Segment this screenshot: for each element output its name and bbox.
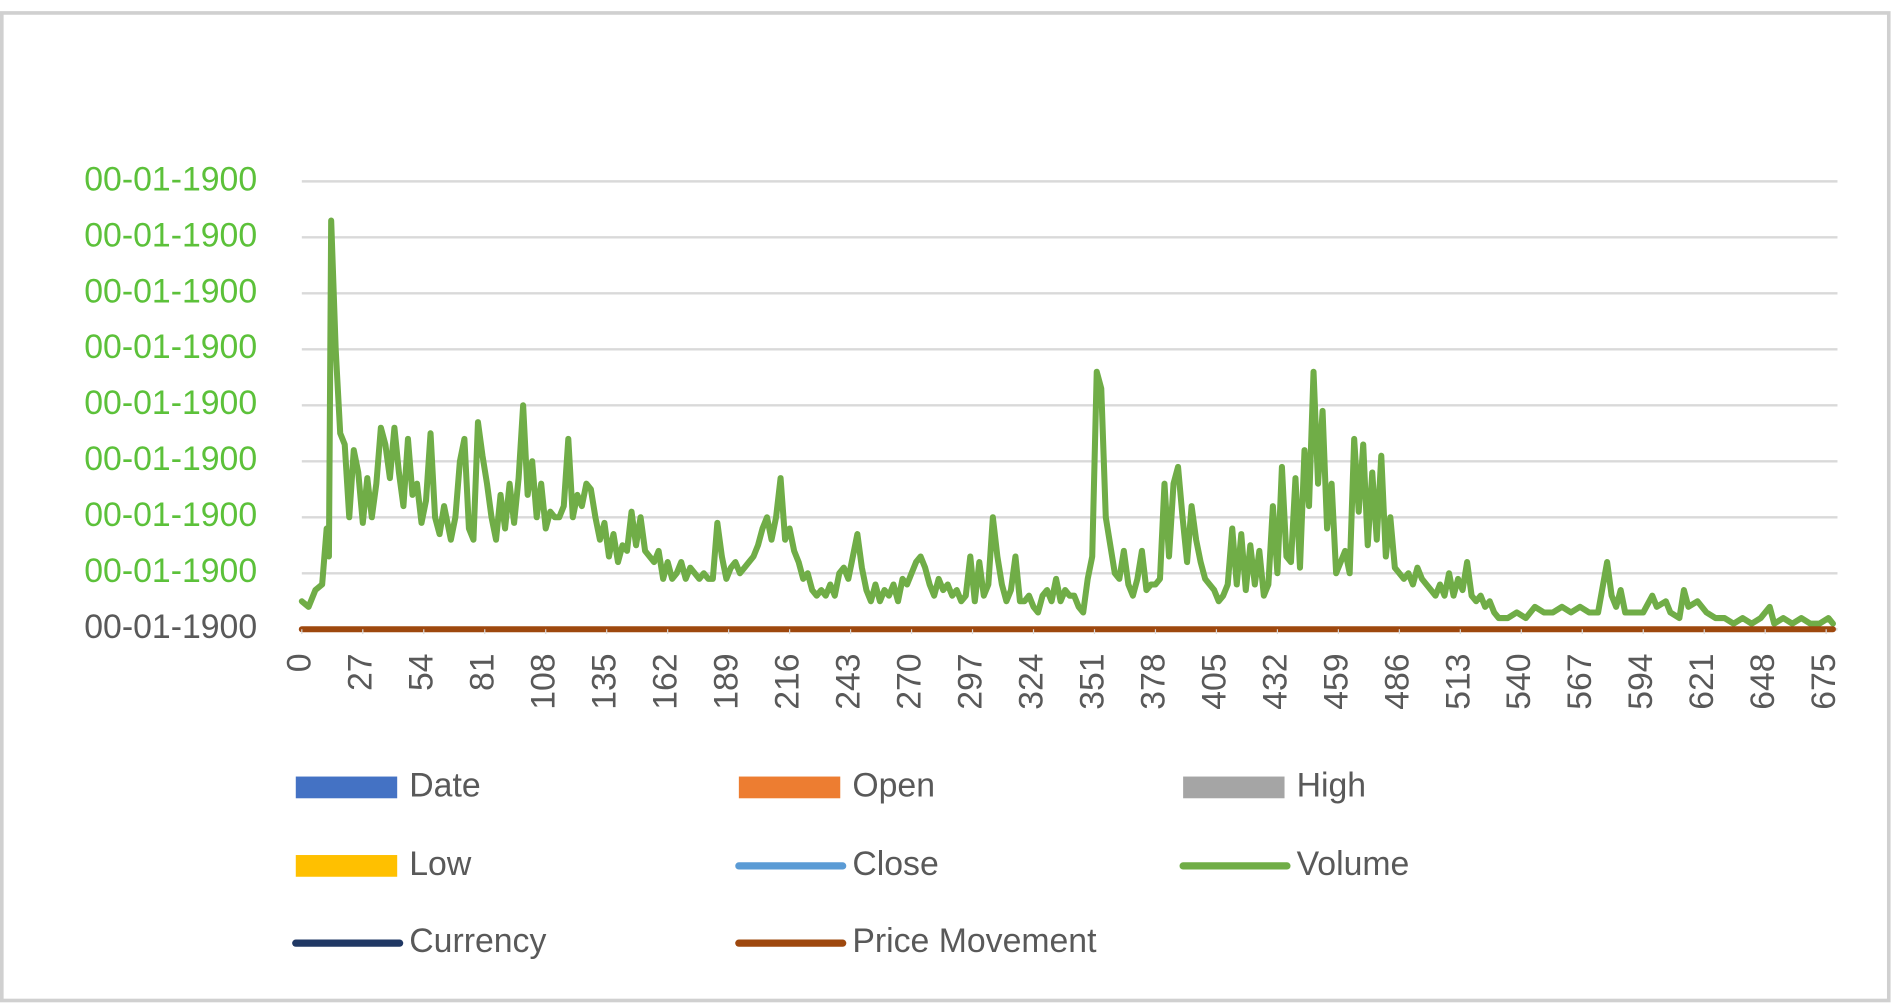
legend-label: High — [1297, 766, 1367, 804]
legend-label: Close — [852, 845, 938, 883]
series-line — [298, 217, 1836, 627]
legend-swatch — [295, 776, 398, 799]
x-tick-label: 297 — [951, 653, 989, 709]
x-tick-label: 648 — [1744, 653, 1782, 709]
x-tick-label: 27 — [342, 653, 380, 691]
y-tick-label: 00-01-1900 — [84, 160, 257, 198]
x-tick-label: 135 — [586, 653, 624, 709]
x-tick-label: 54 — [403, 653, 441, 691]
legend-swatch — [738, 776, 841, 799]
x-tick-label: 216 — [769, 653, 807, 709]
legend-label: Price Movement — [852, 922, 1097, 960]
x-tick-label: 351 — [1073, 653, 1111, 709]
y-tick-label: 00-01-1900 — [84, 216, 257, 254]
x-tick-label: 324 — [1012, 653, 1050, 709]
y-tick-label: 00-01-1900 — [84, 272, 257, 310]
x-tick-label: 621 — [1683, 653, 1721, 709]
legend-label: Open — [852, 766, 935, 804]
x-tick-label: 567 — [1561, 653, 1599, 709]
x-tick-label: 270 — [890, 653, 928, 709]
legend: Date Open High Low Close Volume Currency Price … — [292, 766, 1410, 960]
x-tick-label: 405 — [1195, 653, 1233, 709]
chart-frame — [0, 11, 1891, 1003]
y-tick-label: 00-01-1900 — [84, 440, 257, 478]
legend-label: Low — [409, 845, 472, 883]
legend-label: Volume — [1297, 845, 1410, 883]
x-tick-label: 378 — [1134, 653, 1172, 709]
x-tick-label: 162 — [647, 653, 685, 709]
x-tick-label: 675 — [1805, 653, 1843, 709]
x-tick-label: 0 — [281, 653, 319, 672]
y-tick-label: 00-01-1900 — [84, 552, 257, 590]
x-tick-label: 81 — [464, 653, 502, 691]
x-tick-label: 540 — [1500, 653, 1538, 709]
x-tick-label: 513 — [1439, 653, 1477, 709]
x-tick-label: 243 — [830, 653, 868, 709]
legend-swatch — [295, 855, 398, 877]
y-tick-label: 00-01-1900 — [84, 496, 257, 534]
x-tick-label: 189 — [708, 653, 746, 709]
y-tick-label: 00-01-1900 — [84, 608, 257, 646]
x-tick-label: 459 — [1317, 653, 1355, 709]
x-tick-label: 486 — [1378, 653, 1416, 709]
legend-label: Date — [409, 766, 480, 804]
legend-swatch — [1183, 776, 1285, 799]
x-tick-label: 108 — [525, 653, 563, 709]
y-tick-label: 00-01-1900 — [84, 384, 257, 422]
x-tick-label: 594 — [1622, 653, 1660, 709]
y-tick-label: 00-01-1900 — [84, 328, 257, 366]
axes: 00-01-1900 00-01-1900 00-01-1900 00-01-1900… — [84, 160, 1843, 710]
x-tick-label: 432 — [1256, 653, 1294, 709]
plot-area — [298, 217, 1836, 633]
legend-label: Currency — [409, 922, 546, 960]
